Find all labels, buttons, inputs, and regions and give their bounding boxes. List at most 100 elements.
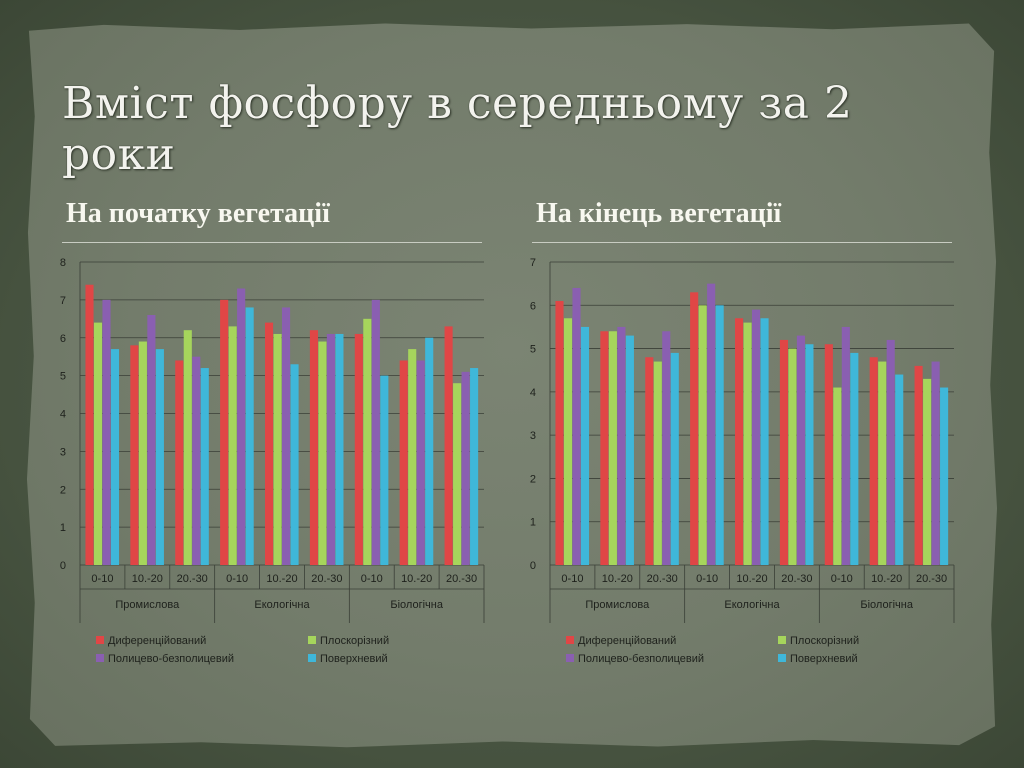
legend-label: Плоскорізний <box>790 635 859 647</box>
bar-Диференційований <box>735 318 744 565</box>
bar-Полицево-безполицевий <box>796 335 805 565</box>
legend-label: Полицево-безполицевий <box>578 653 704 665</box>
legend-label: Поверхневий <box>320 653 388 665</box>
legend-swatch <box>308 654 316 662</box>
legend-label: Диференційований <box>578 635 676 647</box>
bar-Плоскорізний <box>318 341 327 565</box>
bar-Поверхневий <box>850 352 859 565</box>
bar-Плоскорізний <box>608 331 617 565</box>
chart-start-of-vegetation: 0 1 2 3 4 5 6 7 8 0-10 10.-20 20.-30 0-10 10.-20 20.-3… <box>60 257 485 665</box>
bar-Плоскорізний <box>833 387 842 565</box>
bar-Диференційований <box>779 339 788 565</box>
bar-Полицево-безполицевий <box>707 283 716 565</box>
bar-Поверхневий <box>805 344 814 565</box>
x-tick-label: 0-10 <box>361 573 383 585</box>
chart-end-of-vegetation: 0 1 2 3 4 5 6 7 0-10 10.-20 20.-30 0-10 10.-20 20.-30… <box>530 257 955 665</box>
x-tick-label: 10.-20 <box>401 573 432 585</box>
bar-Плоскорізний <box>273 333 282 565</box>
x-tick-label: 0-10 <box>91 573 113 585</box>
bar-Плоскорізний <box>93 322 103 565</box>
bar-Поверхневий <box>895 374 904 565</box>
x-tick-label: 20.-30 <box>781 573 812 585</box>
left-divider <box>62 242 482 243</box>
legend-swatch <box>778 636 786 644</box>
y-tick-label: 0 <box>60 560 66 572</box>
bar-Полицево-безполицевий <box>662 331 671 565</box>
bar-Плоскорізний <box>923 378 932 565</box>
x-tick-label: 10.-20 <box>736 573 767 585</box>
group-label: Промислова <box>585 599 650 611</box>
legend-label: Поверхневий <box>790 653 858 665</box>
y-tick-label: 5 <box>530 344 536 356</box>
bar-Поверхневий <box>245 307 254 565</box>
y-tick-label: 7 <box>60 295 66 307</box>
legend-label: Плоскорізний <box>320 635 389 647</box>
group-label: Екологічна <box>724 599 780 611</box>
group-label: Екологічна <box>254 599 310 611</box>
bar-Поверхневий <box>670 352 679 565</box>
bar-Полицево-безполицевий <box>841 326 850 565</box>
legend-swatch <box>96 654 104 662</box>
bar-Диференційований <box>175 360 184 565</box>
legend-swatch <box>566 654 574 662</box>
bar-Поверхневий <box>380 375 389 565</box>
y-tick-label: 4 <box>530 387 536 399</box>
bar-Плоскорізний <box>408 349 417 565</box>
x-tick-label: 20.-30 <box>916 573 947 585</box>
bar-Диференційований <box>130 345 139 565</box>
group-label: Біологічна <box>390 599 443 611</box>
bar-Плоскорізний <box>138 341 147 565</box>
bar-Полицево-безполицевий <box>147 315 156 565</box>
bar-Поверхневий <box>335 333 344 565</box>
bar-Плоскорізний <box>698 305 707 565</box>
group-label: Промислова <box>115 599 180 611</box>
bar-Полицево-безполицевий <box>371 299 380 565</box>
legend-swatch <box>778 654 786 662</box>
bar-Поверхневий <box>940 387 949 565</box>
bar-Плоскорізний <box>653 361 662 565</box>
left-subtitle: На початку вегетації <box>66 198 330 229</box>
bar-Диференційований <box>914 365 923 565</box>
y-tick-label: 8 <box>60 257 66 269</box>
bar-Диференційований <box>645 357 654 565</box>
right-subtitle: На кінець вегетації <box>536 198 782 229</box>
bar-Диференційований <box>354 333 363 565</box>
bar-Поверхневий <box>625 335 634 565</box>
x-tick-label: 10.-20 <box>871 573 902 585</box>
y-tick-label: 3 <box>530 430 536 442</box>
y-tick-label: 5 <box>60 371 66 383</box>
y-tick-label: 6 <box>60 333 66 345</box>
bar-Плоскорізний <box>363 318 372 565</box>
slide-title: Вміст фосфору в середньому за 2 роки <box>62 78 853 180</box>
bar-Диференційований <box>265 322 274 565</box>
bar-Поверхневий <box>110 349 120 565</box>
bar-Диференційований <box>309 330 318 565</box>
bar-Диференційований <box>444 326 453 565</box>
bar-Диференційований <box>85 284 94 565</box>
y-tick-label: 4 <box>60 409 66 421</box>
legend-swatch <box>566 636 574 644</box>
legend-swatch <box>96 636 104 644</box>
bar-Плоскорізний <box>453 383 462 565</box>
y-tick-label: 1 <box>60 522 66 534</box>
bar-Полицево-безполицевий <box>461 371 470 565</box>
bar-Плоскорізний <box>788 348 797 565</box>
bar-Плоскорізний <box>228 326 237 565</box>
bar-Диференційований <box>399 360 408 565</box>
y-tick-label: 2 <box>60 484 66 496</box>
x-tick-label: 0-10 <box>696 573 718 585</box>
x-tick-label: 10.-20 <box>132 573 163 585</box>
bar-Поверхневий <box>760 318 769 565</box>
group-label: Біологічна <box>860 599 913 611</box>
y-tick-label: 2 <box>530 473 536 485</box>
bar-Полицево-безполицевий <box>752 309 761 565</box>
x-tick-label: 10.-20 <box>602 573 633 585</box>
bar-Полицево-безполицевий <box>326 333 335 565</box>
bar-Поверхневий <box>290 364 299 565</box>
bar-Диференційований <box>600 331 609 565</box>
x-tick-label: 20.-30 <box>647 573 678 585</box>
bar-Диференційований <box>824 344 833 565</box>
bar-Диференційований <box>220 299 229 565</box>
bar-Плоскорізний <box>183 330 192 565</box>
x-tick-label: 10.-20 <box>266 573 297 585</box>
